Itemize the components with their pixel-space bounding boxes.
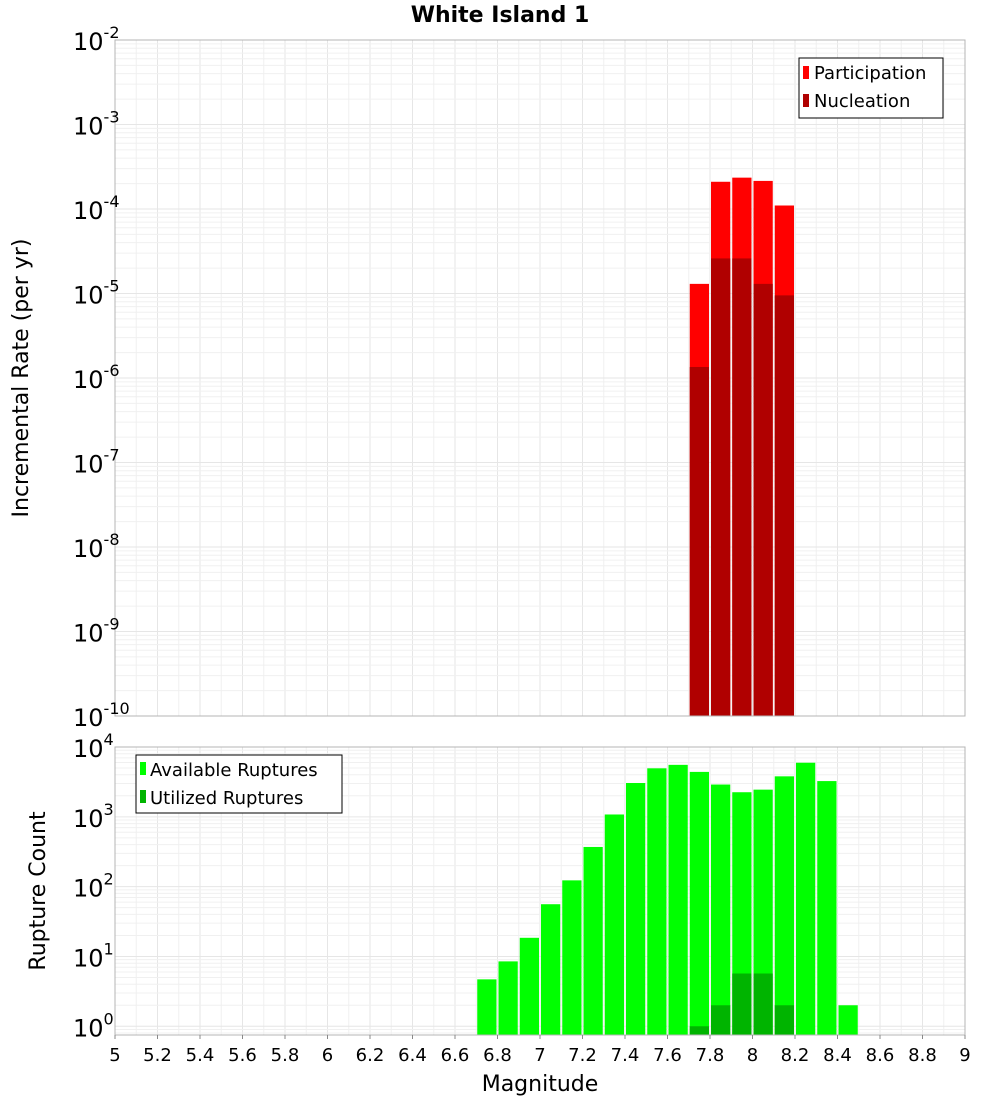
top-bar-nucleation [689,366,709,716]
x-tick-label: 8.2 [781,1045,810,1066]
bottom-legend-box [135,754,343,814]
legend-label-available-ruptures: Available Ruptures [150,760,318,781]
x-tick-label: 7 [534,1045,545,1066]
top-y-tick-label: 10-7 [73,446,120,479]
top-y-tick-label: 10-9 [73,615,120,648]
bottom-bar-utilized-ruptures [711,1005,731,1035]
x-tick-label: 5.2 [143,1045,172,1066]
x-tick-label: 8.4 [823,1045,852,1066]
bottom-bar-available-ruptures [774,776,794,1035]
top-bar-nucleation [711,258,731,716]
bottom-bar-available-ruptures [541,904,561,1035]
top-bars [689,177,794,717]
bottom-bar-utilized-ruptures [753,973,773,1035]
top-grid [114,40,966,717]
legend-label-utilized-ruptures: Utilized Ruptures [150,788,303,809]
bottom-bar-utilized-ruptures [689,1026,709,1035]
top-bar-nucleation [774,295,794,716]
top-y-tick-label: 10-3 [73,108,120,141]
top-y-tick-label: 10-10 [73,699,130,732]
legend-swatch-available-ruptures [140,762,146,775]
x-tick-label: 7.2 [568,1045,597,1066]
bottom-bars [477,762,858,1035]
bottom-bar-available-ruptures [626,783,646,1035]
legend-label-nucleation: Nucleation [814,91,910,112]
bottom-bar-available-ruptures [817,781,837,1035]
x-axis-label: Magnitude [482,1072,599,1097]
x-tick-label: 8 [747,1045,758,1066]
bottom-y-tick-label: 102 [73,870,114,903]
x-tick-label: 5.8 [271,1045,300,1066]
x-tick-label: 6 [322,1045,333,1066]
legend-swatch-utilized-ruptures [140,790,146,803]
bottom-bar-available-ruptures [519,937,539,1035]
legend-label-participation: Participation [814,63,926,84]
incremental-rate-panel: White Island 1 10-210-310-410-510-610-71… [9,3,966,732]
x-tick-label: 6.8 [483,1045,512,1066]
top-y-tick-label: 10-6 [73,361,120,394]
top-bar-nucleation [753,283,773,716]
bottom-bar-available-ruptures [796,762,816,1035]
bottom-bar-available-ruptures [562,880,582,1035]
top-plot-frame [114,39,966,717]
bottom-y-tick-label: 100 [73,1009,114,1042]
x-tick-label: 7.4 [611,1045,640,1066]
legend-swatch-participation [803,66,809,79]
x-tick-label: 6.2 [356,1045,385,1066]
x-tick-label: 5.6 [228,1045,257,1066]
top-bar-nucleation [732,258,752,716]
bottom-bar-available-ruptures [689,771,709,1035]
bottom-y-tick-label: 103 [73,800,114,833]
bottom-bar-available-ruptures [498,961,518,1035]
bottom-legend: Available Ruptures Utilized Ruptures [135,754,343,814]
bottom-y-tick-labels: 104 103 102 101 100 [73,730,114,1042]
top-y-tick-label: 10-5 [73,277,120,310]
top-y-tick-label: 10-2 [73,23,120,56]
top-legend: Participation Nucleation [798,57,944,119]
bottom-bar-utilized-ruptures [732,973,752,1035]
bottom-bar-available-ruptures [668,764,688,1035]
chart-title: White Island 1 [411,3,590,28]
x-tick-labels: 5 5.2 5.4 5.6 5.8 6 6.2 6.4 6.6 6.8 7 7.2 7.4 7.6 7.8 8… [109,1035,971,1066]
bottom-bar-available-ruptures [838,1005,858,1035]
top-legend-box [798,57,944,119]
x-tick-label: 6.6 [441,1045,470,1066]
x-tick-label: 7.6 [653,1045,682,1066]
top-y-tick-label: 10-4 [73,192,120,225]
x-tick-label: 6.4 [398,1045,427,1066]
bottom-bar-available-ruptures [583,846,603,1035]
x-tick-label: 7.8 [696,1045,725,1066]
rupture-count-panel: 104 103 102 101 100 5 5.2 5.4 5.6 5.8 6 6.2 6.4 6.6 6… [26,730,971,1097]
bottom-bar-available-ruptures [711,784,731,1035]
bottom-y-axis-label: Rupture Count [26,811,51,971]
bottom-y-tick-label: 104 [73,730,114,763]
bottom-bar-utilized-ruptures [774,1005,794,1035]
top-y-axis-label: Incremental Rate (per yr) [9,239,34,518]
x-tick-label: 8.8 [908,1045,937,1066]
legend-swatch-nucleation [803,94,809,107]
x-tick-label: 5.4 [186,1045,215,1066]
x-tick-label: 9 [959,1045,970,1066]
top-y-tick-labels: 10-2 10-3 10-4 10-5 10-6 10-7 10-8 10-9 10-10 [73,23,130,732]
top-y-tick-label: 10-8 [73,530,120,563]
bottom-bar-available-ruptures [604,814,624,1035]
bottom-y-tick-label: 101 [73,939,114,972]
x-tick-label: 5 [109,1045,120,1066]
x-tick-label: 8.6 [866,1045,895,1066]
bottom-bar-available-ruptures [477,979,497,1035]
bottom-bar-available-ruptures [647,768,667,1035]
